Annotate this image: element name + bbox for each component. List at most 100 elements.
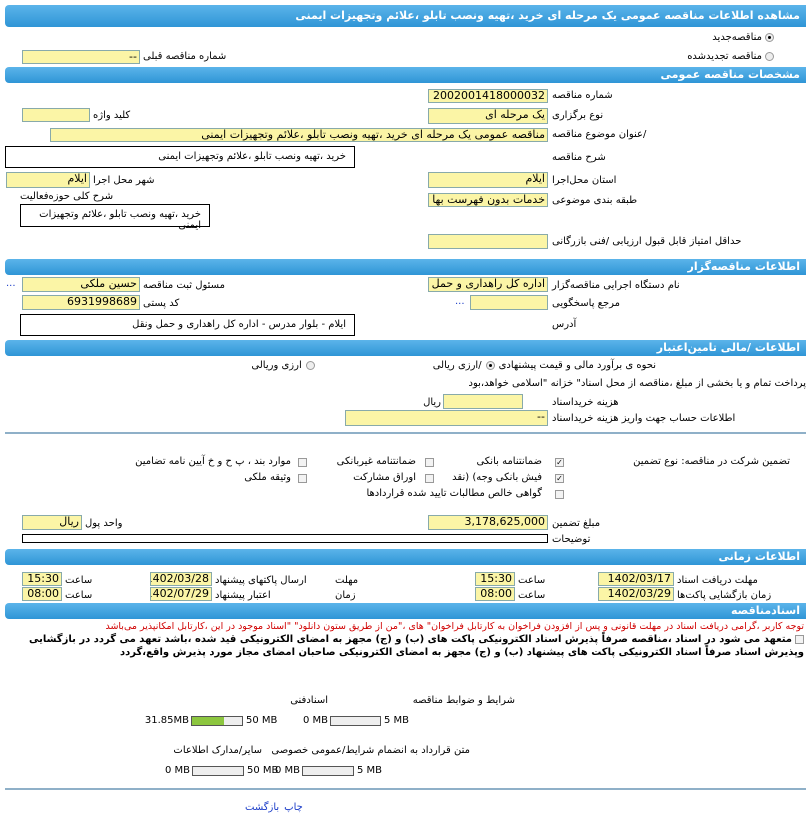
- responsible-more-link[interactable]: ...: [6, 278, 16, 289]
- postal-label: کد پستی: [143, 298, 180, 309]
- doc-receive-time[interactable]: 15:30: [475, 572, 515, 586]
- tender-number-field[interactable]: 2002001418000032: [428, 89, 548, 103]
- commit-checkbox[interactable]: [795, 634, 804, 644]
- doc-receive-date[interactable]: 1402/03/17: [598, 572, 674, 586]
- section-documents: اسنادمناقصه: [5, 603, 806, 619]
- file-other-progress: [192, 766, 244, 776]
- file-other-label: سایر/مدارک اطلاعات: [173, 745, 262, 756]
- file-contract-label: متن قرارداد به انضمام شرایط/عمومی خصوصی: [271, 745, 470, 756]
- province-label: استان محل‌اجرا: [552, 175, 617, 186]
- estimate-row: نحوه ی برآورد مالی و قیمت پیشنهادی /ارزی…: [251, 360, 656, 371]
- print-link[interactable]: چاپ: [284, 802, 303, 813]
- progress-fill: [192, 717, 224, 725]
- checkbox-cash-receipt[interactable]: ✓: [555, 474, 564, 483]
- checkbox-bank-guarantee[interactable]: ✓: [555, 458, 564, 467]
- currency-field[interactable]: ریال: [22, 515, 82, 530]
- property-deed-label: وثیقه ملکی: [244, 472, 291, 483]
- org-field[interactable]: اداره کل راهداری و حمل و نقل: [428, 277, 548, 292]
- validity-time[interactable]: 08:00: [22, 587, 62, 601]
- validity-date[interactable]: 1402/07/29: [150, 587, 212, 601]
- category-field[interactable]: خدمات بدون فهرست بها: [428, 193, 548, 207]
- time-label: ساعت: [518, 590, 546, 601]
- doc-cost-label: هزینه خریداسناد: [552, 397, 619, 408]
- commit-text-2: اسناد صرفاً اسناد الکترونیکی پاکت های پی…: [120, 647, 761, 658]
- keyword-field[interactable]: [22, 108, 90, 122]
- file-contract-progress: [302, 766, 354, 776]
- submit-time[interactable]: 15:30: [22, 572, 62, 586]
- min-score-field[interactable]: [428, 234, 548, 249]
- city-field[interactable]: ایلام: [6, 172, 90, 188]
- submit-label: ارسال پاکتهای پیشنهاد: [215, 575, 307, 586]
- opening-time[interactable]: 08:00: [475, 587, 515, 601]
- commit-text-1: متعهد می شود در اسناد ،مناقصه صرفاً پذیر…: [28, 634, 804, 658]
- province-field[interactable]: ایلام: [428, 172, 548, 188]
- prev-number-label: شماره مناقصه قبلی: [143, 51, 227, 62]
- desc-label: شرح مناقصه: [552, 152, 606, 163]
- file-technical-used: 31.85MB: [144, 715, 189, 726]
- address-box: ایلام - بلوار مدرس - اداره کل راهداری و …: [20, 314, 355, 336]
- file-terms-max: 5 MB: [384, 715, 410, 726]
- checkbox-nonbank-guarantee[interactable]: [425, 458, 434, 467]
- city-label: شهر محل اجرا: [93, 175, 155, 186]
- prev-number-field[interactable]: --: [22, 50, 140, 64]
- file-technical-max: 50 MB: [246, 715, 278, 726]
- back-link[interactable]: بازگشت: [245, 802, 280, 813]
- file-technical-progress: [191, 716, 243, 726]
- file-contract-used: 0 MB: [274, 765, 300, 776]
- doc-cost-unit: ریال: [423, 397, 441, 408]
- checkbox-other-cases[interactable]: [298, 458, 307, 467]
- checkbox-bonds[interactable]: [425, 474, 434, 483]
- section-timing: اطلاعات زمانی: [5, 549, 806, 565]
- file-contract-max: 5 MB: [357, 765, 383, 776]
- guarantee-label: تضمین شرکت در مناقصه: نوع تضمین: [633, 456, 790, 467]
- validity-label-prefix: زمان: [335, 590, 356, 601]
- activity-box: خرید ،تهیه ونصب تابلو ،علائم وتجهیزات ای…: [20, 204, 210, 231]
- page-title: مشاهده اطلاعات مناقصه عمومی یک مرحله ای …: [5, 5, 806, 27]
- account-field[interactable]: --: [345, 410, 548, 426]
- checkbox-receivables[interactable]: [555, 490, 564, 499]
- address-label: آدرس: [552, 319, 577, 330]
- receivables-label: گواهی خالص مطالبات تایید شده قراردادها: [366, 488, 542, 499]
- doc-cost-field[interactable]: [443, 394, 523, 409]
- radio-rial[interactable]: [485, 361, 495, 370]
- cash-receipt-label: فیش بانکی وجه) (نقد: [452, 472, 542, 483]
- amount-label: مبلغ تضمین: [552, 518, 601, 529]
- nonbank-guarantee-label: ضمانتنامه غیربانکی: [336, 456, 416, 467]
- bank-guarantee-label: ضمانتنامه بانکی: [476, 456, 542, 467]
- opening-label: زمان بازگشایی پاکت‌ها: [677, 590, 772, 601]
- min-score-label: حداقل امتیاز قابل قبول ارزیابی /فنی بازر…: [552, 236, 742, 247]
- footer-links: چاپ بازگشت: [245, 802, 303, 813]
- fx-option-label: ارزی وریالی: [251, 360, 302, 371]
- documents-notes: توجه کاربر ،گرامی دریافت اسناد در مهلت ق…: [2, 620, 804, 659]
- section-organizer: اطلاعات مناقصه‌گزار: [5, 259, 806, 275]
- rial-option-label: /ارزی ریالی: [432, 360, 482, 371]
- ref-more-link[interactable]: ...: [455, 296, 465, 307]
- commit-block: متعهد می شود در اسناد ،مناقصه صرفاً پذیر…: [2, 633, 804, 659]
- new-tender-label: مناقصه‌جدید: [712, 32, 762, 43]
- activity-label: شرح کلی حوزه‌فعالیت: [20, 191, 114, 202]
- opening-date[interactable]: 1402/03/29: [598, 587, 674, 601]
- org-label: نام دستگاه اجرایی مناقصه‌گزار: [552, 280, 680, 291]
- postal-field[interactable]: 6931998689: [22, 295, 140, 310]
- type-field[interactable]: یک مرحله ای: [428, 108, 548, 124]
- ref-field[interactable]: [470, 295, 548, 310]
- responsible-field[interactable]: حسین ملکی: [22, 277, 140, 292]
- payment-note: پرداخت تمام و یا بخشی از مبلغ ،مناقصه از…: [468, 378, 806, 389]
- notes-label: توضیحات: [552, 534, 591, 545]
- checkbox-property-deed[interactable]: [298, 474, 307, 483]
- amount-field[interactable]: 3,178,625,000: [428, 515, 548, 530]
- tender-number-label: شماره مناقصه: [552, 90, 613, 101]
- title-field[interactable]: مناقصه عمومی یک مرحله ای خرید ،تهیه ونصب…: [50, 128, 548, 142]
- submit-date[interactable]: 1402/03/28: [150, 572, 212, 586]
- keyword-label: کلید واژه: [93, 110, 131, 121]
- time-label: ساعت: [65, 590, 93, 601]
- file-other-used: 0 MB: [164, 765, 190, 776]
- radio-fx-rial[interactable]: [305, 361, 315, 370]
- radio-new-tender[interactable]: [765, 33, 774, 42]
- doc-receive-label: مهلت دریافت اسناد: [677, 575, 758, 586]
- section-finance: اطلاعات /مالی تامین‌اعتبار: [5, 340, 806, 356]
- currency-label: واحد پول: [85, 518, 123, 529]
- time-label: ساعت: [518, 575, 546, 586]
- radio-renewed-tender[interactable]: [765, 52, 774, 61]
